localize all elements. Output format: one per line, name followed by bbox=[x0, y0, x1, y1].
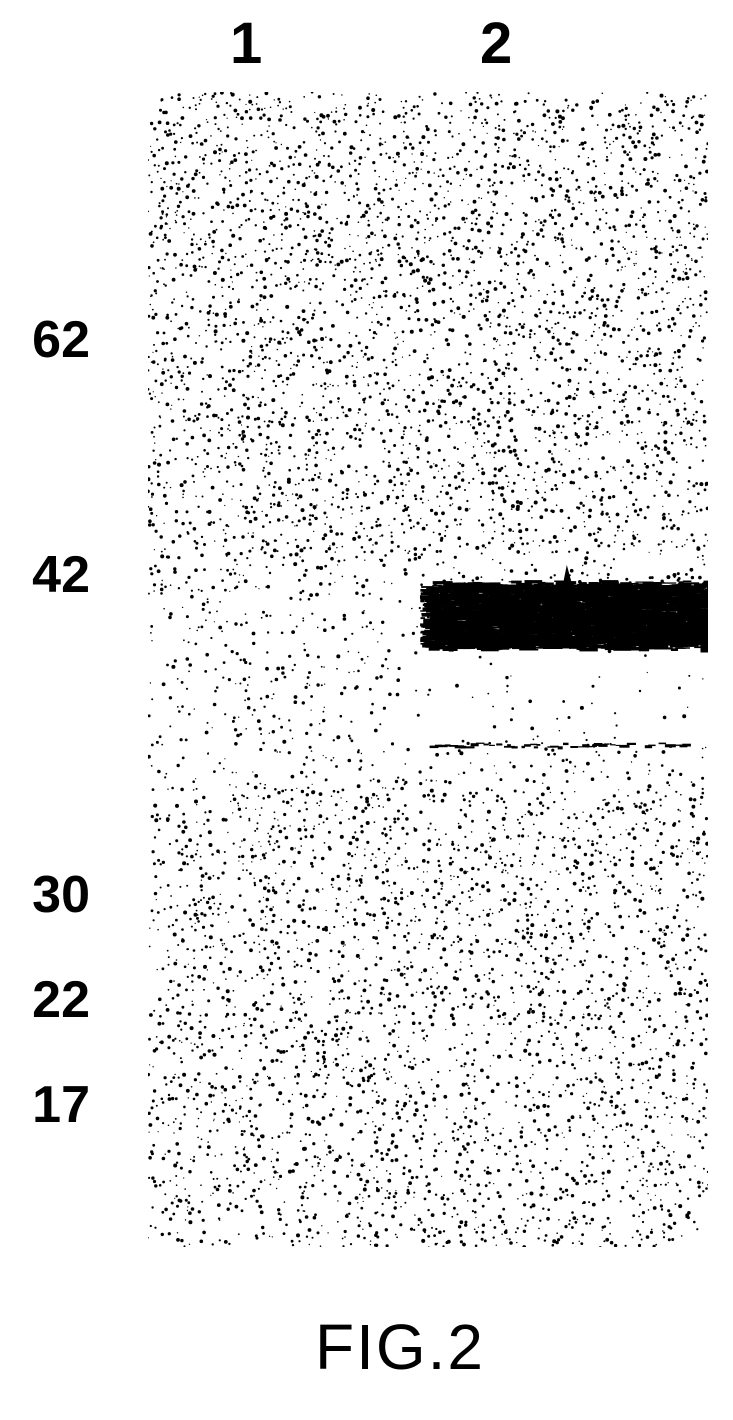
lane-label-2: 2 bbox=[480, 10, 512, 77]
mw-marker-22: 22 bbox=[0, 970, 90, 1030]
western-blot-gel bbox=[148, 92, 708, 1247]
figure-container: 1 2 62 42 30 22 17 FIG.2 bbox=[0, 0, 733, 1420]
gel-noise-svg bbox=[148, 92, 708, 1247]
figure-caption: FIG.2 bbox=[260, 1310, 540, 1384]
mw-marker-42: 42 bbox=[0, 545, 90, 605]
mw-marker-62: 62 bbox=[0, 310, 90, 370]
mw-marker-17: 17 bbox=[0, 1075, 90, 1135]
lane-label-1: 1 bbox=[230, 10, 262, 77]
mw-marker-30: 30 bbox=[0, 865, 90, 925]
